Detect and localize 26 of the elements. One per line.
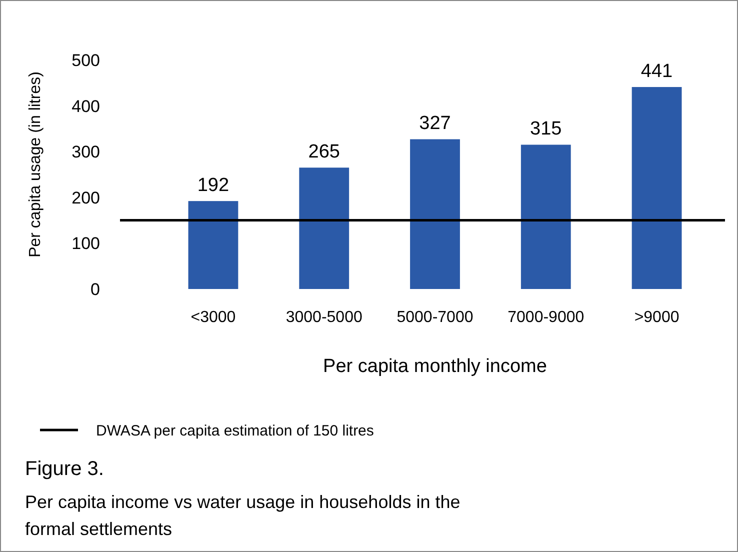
x-tick-label: <3000 <box>190 309 236 326</box>
x-tick-label: 3000-5000 <box>286 309 362 326</box>
y-tick-label: 200 <box>72 188 100 208</box>
y-tick-label: 0 <box>90 280 100 299</box>
text: Per capita income vs water usage in households in the formal settlements <box>25 492 460 539</box>
x-tick-label: 7000-9000 <box>508 309 584 326</box>
data-label: 315 <box>530 118 562 140</box>
data-label: 192 <box>197 175 230 196</box>
bar <box>410 139 460 289</box>
data-label: 265 <box>308 142 340 163</box>
y-tick-label: 300 <box>72 142 100 162</box>
data-label: 327 <box>419 113 451 134</box>
y-tick-label: 400 <box>72 96 100 116</box>
x-tick-label: 5000-7000 <box>396 309 474 326</box>
data-label: 441 <box>640 61 673 82</box>
x-axis-title: Per capita monthly income <box>323 356 547 377</box>
caption: Figure 3. <box>25 458 104 480</box>
bar <box>299 168 350 289</box>
x-tick-label: >9000 <box>634 309 680 326</box>
y-tick-label: 500 <box>72 50 100 70</box>
bar <box>520 144 571 289</box>
bar <box>188 201 238 289</box>
y-axis-title: Per capita usage (in litres) <box>27 72 44 258</box>
legend-label: DWASA per capita estimation of 150 litres <box>96 422 374 440</box>
y-tick-label: 100 <box>72 234 100 254</box>
bar <box>632 87 682 289</box>
